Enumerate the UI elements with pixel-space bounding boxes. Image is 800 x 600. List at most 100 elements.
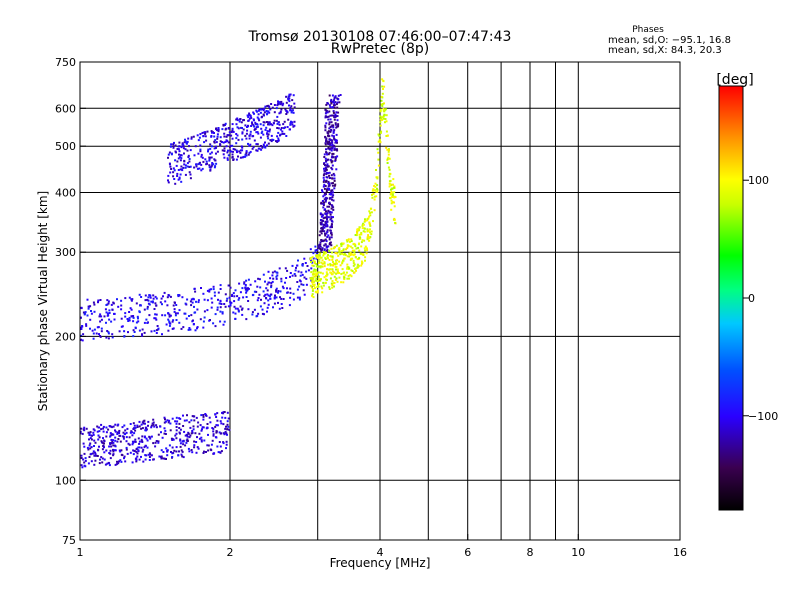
data-point	[220, 303, 223, 305]
data-point	[87, 431, 90, 434]
data-point	[361, 239, 364, 242]
data-point	[255, 126, 258, 129]
data-point	[325, 164, 328, 167]
data-point	[280, 303, 283, 305]
data-point	[328, 127, 331, 130]
data-point	[276, 127, 279, 129]
data-point	[341, 250, 343, 253]
data-point	[105, 426, 108, 429]
data-point	[310, 271, 313, 274]
data-point	[255, 131, 258, 134]
data-point	[329, 142, 331, 145]
data-point	[116, 460, 118, 463]
data-point	[299, 274, 302, 277]
data-point	[332, 130, 335, 133]
data-point	[293, 273, 296, 275]
data-point	[184, 173, 187, 176]
data-point	[192, 428, 195, 431]
data-point	[192, 319, 194, 322]
data-point	[188, 160, 191, 163]
data-point	[368, 222, 371, 225]
data-point	[225, 432, 228, 435]
data-point	[328, 243, 331, 245]
data-point	[227, 305, 230, 308]
data-point	[283, 132, 286, 135]
data-point	[321, 291, 324, 294]
data-point	[190, 137, 193, 140]
data-point	[219, 451, 222, 454]
data-point	[135, 460, 138, 463]
data-point	[166, 419, 169, 422]
data-point	[268, 130, 271, 133]
data-point	[245, 132, 248, 135]
data-point	[261, 308, 264, 311]
data-point	[331, 143, 334, 146]
data-point	[201, 131, 204, 134]
data-point	[167, 174, 170, 177]
data-point	[80, 454, 83, 457]
data-point	[314, 269, 317, 271]
data-point	[328, 138, 331, 141]
data-point	[325, 215, 328, 218]
data-point	[335, 133, 338, 136]
data-point	[383, 113, 386, 116]
data-point	[163, 416, 166, 419]
data-point	[247, 278, 250, 281]
data-point	[138, 442, 141, 445]
data-point	[311, 264, 314, 267]
data-point	[225, 443, 228, 446]
data-point	[99, 299, 102, 301]
data-point	[189, 300, 192, 303]
data-point	[125, 448, 128, 451]
data-point	[323, 248, 326, 251]
data-point	[314, 279, 317, 282]
data-point	[319, 256, 322, 259]
data-point	[332, 208, 335, 211]
data-point	[353, 253, 356, 256]
data-point	[178, 309, 181, 312]
data-point	[88, 432, 91, 435]
data-point	[324, 220, 327, 223]
data-point	[262, 109, 265, 112]
data-point	[322, 202, 325, 205]
data-point	[277, 291, 279, 294]
data-point	[186, 140, 189, 143]
data-point	[166, 304, 169, 307]
data-point	[169, 163, 171, 166]
data-point	[275, 107, 278, 110]
data-point	[126, 427, 129, 430]
data-point	[328, 94, 331, 97]
data-point	[179, 442, 182, 445]
data-point	[367, 236, 370, 238]
y-tick-label: 400	[55, 186, 76, 199]
data-point	[232, 130, 235, 133]
data-point	[325, 198, 327, 201]
data-point	[150, 426, 153, 429]
data-point	[256, 149, 259, 152]
data-point	[195, 441, 198, 443]
data-point	[385, 146, 388, 149]
data-point	[389, 183, 392, 186]
data-point	[393, 201, 395, 204]
data-point	[193, 440, 196, 443]
data-point	[326, 268, 329, 271]
data-point	[289, 107, 292, 109]
data-point	[364, 259, 366, 262]
data-point	[157, 327, 160, 330]
data-point	[330, 264, 333, 266]
data-point	[311, 294, 313, 297]
data-point	[323, 265, 326, 268]
data-point	[301, 273, 304, 276]
data-point	[312, 270, 315, 273]
data-point	[320, 265, 323, 268]
data-point	[252, 111, 255, 114]
data-point	[361, 253, 364, 256]
data-point	[327, 216, 330, 219]
data-point	[177, 295, 180, 298]
data-point	[223, 149, 226, 152]
data-point	[89, 437, 92, 440]
data-point	[291, 121, 294, 124]
data-point	[312, 259, 315, 262]
data-point	[131, 434, 134, 437]
data-point	[154, 441, 157, 444]
